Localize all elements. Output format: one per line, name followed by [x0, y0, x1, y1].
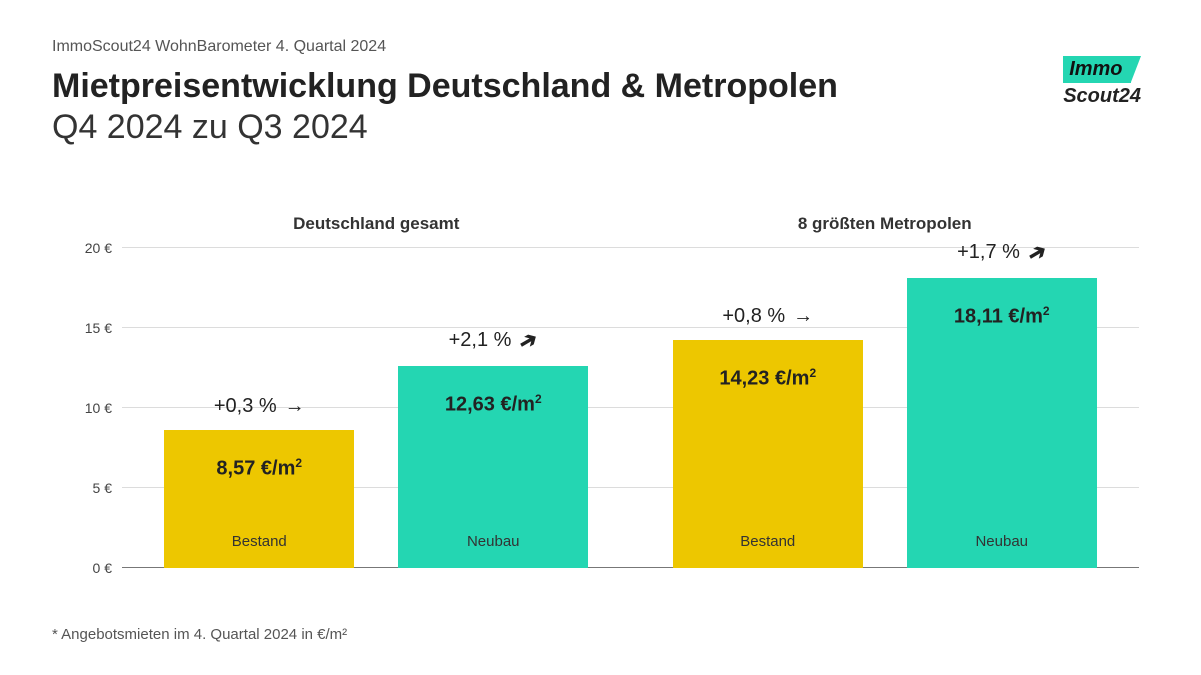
bar-slot: +0,3 %→ 8,57 €/m2 Bestand: [164, 248, 354, 568]
logo-top-text: Immo: [1063, 56, 1130, 83]
y-axis-label: 5 €: [52, 480, 112, 496]
bar-chart: 0 €5 €10 €15 €20 €Deutschland gesamt+0,3…: [52, 188, 1149, 568]
brand-logo: Immo Scout24: [1063, 56, 1141, 108]
bar-category: Neubau: [467, 533, 520, 550]
bar-category: Bestand: [740, 533, 795, 550]
y-axis-label: 20 €: [52, 240, 112, 256]
arrow-up-icon: ➔: [1023, 237, 1052, 269]
change-label: +0,8 %→: [673, 305, 863, 328]
chart-group: Deutschland gesamt+0,3 %→8,57 €/m2Bestan…: [122, 248, 631, 568]
change-label: +2,1 %➔: [398, 328, 588, 354]
group-title: 8 größten Metropolen: [631, 214, 1140, 234]
change-label: +0,3 %→: [164, 395, 354, 418]
chart-group: 8 größten Metropolen+0,8 %→14,23 €/m2Bes…: [631, 248, 1140, 568]
arrow-up-icon: ➔: [514, 325, 543, 357]
bar: 14,23 €/m2 Bestand: [673, 340, 863, 568]
bar-slot: +0,8 %→ 14,23 €/m2 Bestand: [673, 248, 863, 568]
bar: 18,11 €/m2 Neubau: [907, 278, 1097, 568]
arrow-right-icon: →: [285, 395, 305, 418]
bar: 12,63 €/m2 Neubau: [398, 366, 588, 568]
y-axis-label: 0 €: [52, 560, 112, 576]
y-axis-label: 15 €: [52, 320, 112, 336]
arrow-right-icon: →: [793, 305, 813, 328]
bar-category: Bestand: [232, 533, 287, 550]
bar-value: 18,11 €/m2: [954, 304, 1050, 329]
change-label: +1,7 %➔: [907, 240, 1097, 266]
page-subtitle: Q4 2024 zu Q3 2024: [52, 107, 1149, 148]
bar: 8,57 €/m2 Bestand: [164, 430, 354, 567]
eyebrow-text: ImmoScout24 WohnBarometer 4. Quartal 202…: [52, 38, 1149, 56]
logo-bottom-text: Scout24: [1063, 85, 1141, 108]
bar-value: 12,63 €/m2: [445, 392, 542, 417]
bar-slot: +1,7 %➔18,11 €/m2Neubau: [907, 248, 1097, 568]
y-axis-label: 10 €: [52, 400, 112, 416]
bar-slot: +2,1 %➔ 12,63 €/m2 Neubau: [398, 248, 588, 568]
page-title: Mietpreisentwicklung Deutschland & Metro…: [52, 66, 1149, 107]
bar-category: Neubau: [975, 533, 1028, 550]
footnote-text: * Angebotsmieten im 4. Quartal 2024 in €…: [52, 626, 347, 643]
group-title: Deutschland gesamt: [122, 214, 631, 234]
bar-value: 14,23 €/m2: [719, 366, 816, 391]
bar-value: 8,57 €/m2: [216, 456, 302, 481]
